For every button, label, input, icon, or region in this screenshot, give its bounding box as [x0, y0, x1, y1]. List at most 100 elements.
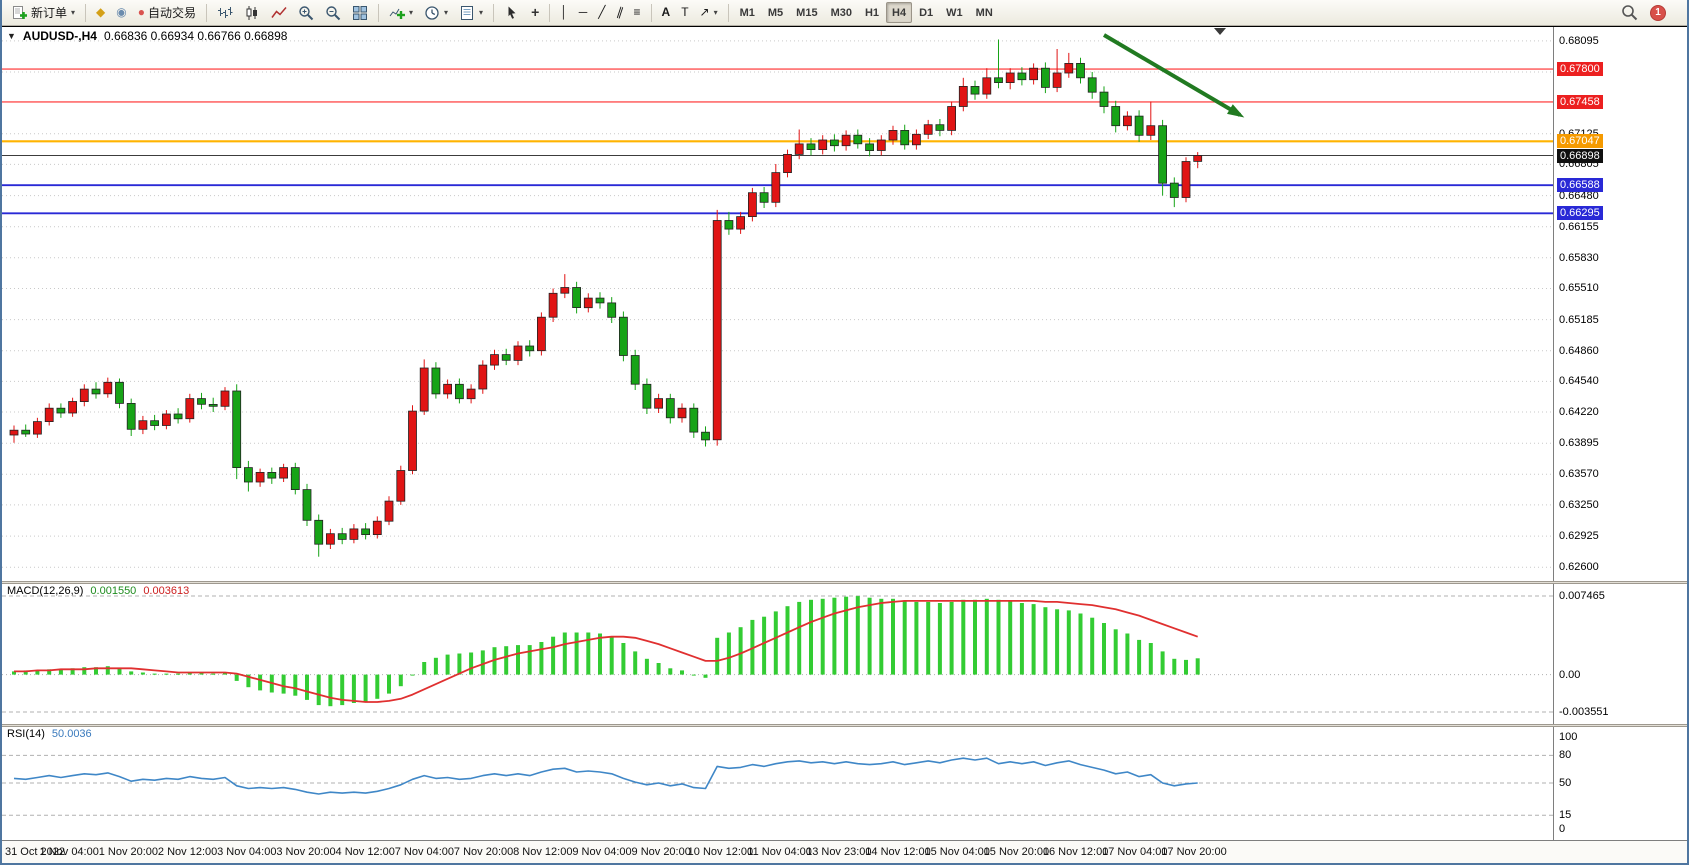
cursor-icon: [504, 5, 520, 21]
main-chart-plot[interactable]: ▼ AUDUSD-,H4 0.66836 0.66934 0.66766 0.6…: [2, 27, 1554, 581]
time-axis-label: 8 Nov 12:00: [513, 846, 573, 858]
zoom-in-icon: [298, 5, 314, 21]
rsi-name: RSI(14): [7, 728, 45, 740]
time-axis-label: 11 Nov 04:00: [747, 846, 812, 858]
metaeditor-button[interactable]: ◆: [91, 2, 110, 23]
price-axis-label: 0.63895: [1559, 437, 1599, 450]
time-axis-label: 2 Nov 12:00: [157, 846, 218, 858]
community-button[interactable]: ◉: [111, 2, 131, 23]
tile-windows-icon: [352, 5, 368, 21]
fibonacci-tool-button[interactable]: ≡: [629, 2, 646, 23]
chart-shift-marker[interactable]: [1214, 28, 1226, 35]
macd-panel: MACD(12,26,9) 0.001550 0.003613 0.007465…: [2, 584, 1687, 724]
time-axis-label: 10 Nov 12:00: [687, 846, 754, 858]
timeframe-h1-button[interactable]: H1: [864, 6, 880, 19]
price-level-badge: 0.66295: [1557, 206, 1603, 221]
macd-signal-value: 0.003613: [143, 585, 190, 597]
auto-trading-label: 自动交易: [148, 6, 197, 20]
text-tool-button[interactable]: A: [657, 2, 676, 23]
text-tool-icon: A: [661, 5, 671, 19]
arrows-tool-icon: ↗: [699, 5, 710, 19]
time-axis-label: 15 Nov 20:00: [983, 846, 1050, 858]
arrows-tool-button[interactable]: ↗ ▾: [695, 2, 723, 23]
toolbar-separator: [727, 3, 729, 22]
rsi-plot[interactable]: RSI(14) 50.0036: [2, 727, 1554, 840]
notification-badge[interactable]: 1: [1650, 4, 1666, 21]
one-click-trading-toggle[interactable]: ▼: [7, 31, 16, 41]
timeframe-w1-button[interactable]: W1: [946, 6, 963, 19]
rsi-axis-label: 50: [1559, 777, 1572, 789]
macd-label: MACD(12,26,9) 0.001550 0.003613: [7, 585, 189, 597]
channel-tool-button[interactable]: ∥: [612, 2, 628, 23]
rsi-axis-label: 15: [1559, 809, 1572, 822]
time-axis-label: 16 Nov 12:00: [1042, 846, 1109, 858]
chevron-down-icon: ▾: [713, 7, 718, 17]
price-axis-label: 0.66480: [1559, 189, 1599, 202]
time-axis-label: 9 Nov 04:00: [572, 846, 632, 858]
zoom-in-button[interactable]: [293, 2, 319, 23]
rsi-axis-label: 0: [1559, 823, 1566, 835]
vertical-line-icon: │: [560, 5, 568, 19]
rsi-axis-label: 80: [1559, 749, 1572, 762]
templates-button[interactable]: ▾: [454, 2, 488, 23]
price-axis-label: 0.63570: [1559, 468, 1599, 481]
timeframe-mn-button[interactable]: MN: [975, 6, 993, 19]
time-axis-label: 17 Nov 04:00: [1102, 846, 1168, 858]
diamond-icon: ◆: [96, 5, 106, 19]
search-icon[interactable]: [1621, 4, 1638, 21]
indicators-button[interactable]: ▾: [384, 2, 418, 23]
symbol-period-label: AUDUSD-,H4: [22, 29, 97, 43]
time-axis-label: 15 Nov 04:00: [924, 846, 990, 858]
chevron-down-icon: ▾: [479, 7, 484, 17]
vertical-line-tool-button[interactable]: │: [555, 2, 573, 23]
timeframe-m1-button[interactable]: M1: [739, 6, 755, 19]
time-axis[interactable]: 31 Oct 2022 1 Nov 04:00 1 Nov 20:00 2 Nov 1…: [2, 840, 1687, 863]
chart-title: ▼ AUDUSD-,H4 0.66836 0.66934 0.66766 0.6…: [7, 29, 287, 43]
toolbar-separator: [549, 3, 551, 22]
timeframe-d1-button[interactable]: D1: [919, 6, 934, 19]
price-level-badge: 0.67800: [1557, 62, 1603, 77]
new-order-button[interactable]: 新订单 ▾: [7, 2, 80, 23]
chevron-down-icon: ▾: [409, 7, 414, 17]
tile-windows-button[interactable]: [347, 2, 373, 23]
macd-axis[interactable]: 0.007465 0.00 -0.003551: [1554, 584, 1687, 724]
time-axis-label: 14 Nov 12:00: [865, 846, 931, 858]
macd-axis-label: 0.007465: [1559, 590, 1605, 602]
price-axis-label: 0.62600: [1559, 561, 1599, 574]
price-axis[interactable]: 0.680950.677700.671250.668050.664800.661…: [1554, 27, 1687, 581]
candlestick-chart-button[interactable]: [239, 2, 265, 23]
line-chart-button[interactable]: [266, 2, 292, 23]
bar-chart-icon: [217, 5, 233, 21]
text-label-tool-button[interactable]: T: [676, 2, 693, 23]
trendline-tool-button[interactable]: ╱: [593, 2, 610, 23]
ohlc-values: 0.66836 0.66934 0.66766 0.66898: [103, 29, 288, 43]
text-label-icon: T: [681, 5, 689, 19]
panel-splitter[interactable]: [2, 724, 1687, 727]
horizontal-line-tool-button[interactable]: ─: [574, 2, 593, 23]
periods-button[interactable]: ▾: [419, 2, 453, 23]
rsi-panel: RSI(14) 50.0036 100 80 50 15 0: [2, 727, 1687, 840]
trend-arrow[interactable]: [1102, 33, 1242, 117]
auto-trading-button[interactable]: ● 自动交易: [133, 2, 201, 23]
timeframe-m15-button[interactable]: M15: [796, 6, 818, 19]
timeframe-h4-button[interactable]: H4: [886, 2, 913, 23]
candlestick-chart-icon: [244, 5, 260, 21]
timeframe-m30-button[interactable]: M30: [830, 6, 852, 19]
rsi-axis[interactable]: 100 80 50 15 0: [1554, 727, 1687, 840]
time-axis-label: 31 Oct 2022: [5, 846, 65, 858]
time-axis-label: 13 Nov 23:00: [806, 846, 872, 858]
macd-axis-label: -0.003551: [1559, 706, 1609, 718]
new-order-label: 新订单: [31, 6, 68, 20]
cursor-tool-button[interactable]: [499, 2, 525, 23]
crosshair-tool-button[interactable]: +: [526, 2, 544, 23]
time-axis-label: 7 Nov 04:00: [394, 846, 455, 858]
price-axis-label: 0.64860: [1559, 344, 1599, 357]
main-chart-panel: ▼ AUDUSD-,H4 0.66836 0.66934 0.66766 0.6…: [2, 27, 1687, 581]
panel-splitter[interactable]: [2, 581, 1687, 584]
community-icon: ◉: [116, 5, 127, 19]
bar-chart-button[interactable]: [212, 2, 238, 23]
macd-plot[interactable]: MACD(12,26,9) 0.001550 0.003613: [2, 584, 1554, 724]
price-axis-label: 0.62925: [1559, 530, 1599, 543]
timeframe-m5-button[interactable]: M5: [767, 6, 784, 19]
zoom-out-button[interactable]: [320, 2, 346, 23]
